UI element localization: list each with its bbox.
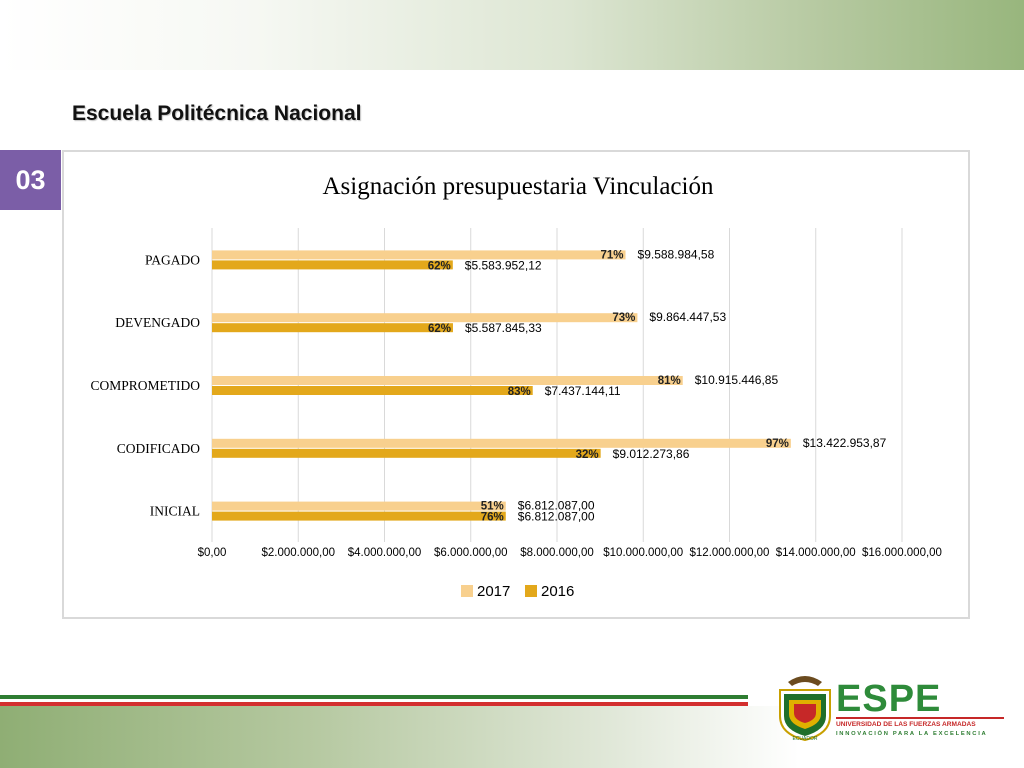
- chart-frame: Asignación presupuestaria Vinculación $0,…: [62, 150, 970, 619]
- value-label-2017: $9.864.447,53: [649, 310, 726, 324]
- bar-2017: [212, 313, 638, 323]
- pct-label-2016: 32%: [576, 449, 599, 461]
- chart-title: Asignación presupuestaria Vinculación: [323, 173, 714, 200]
- bar-chart: Asignación presupuestaria Vinculación $0,…: [90, 173, 942, 600]
- value-label-2016: $9.012.273,86: [613, 447, 690, 461]
- value-label-2016: $5.583.952,12: [465, 258, 542, 272]
- value-label-2017: $9.588.984,58: [638, 247, 715, 261]
- pct-label-2016: 83%: [508, 386, 531, 398]
- x-tick-label: $12.000.000,00: [690, 547, 770, 559]
- espe-wordmark: ESPE: [836, 678, 941, 720]
- pct-label-2017: 97%: [766, 438, 789, 450]
- bar-2016: [212, 386, 533, 395]
- bar-2016: [212, 448, 601, 458]
- value-label-2016: $6.812.087,00: [518, 510, 595, 524]
- logo-underline: [836, 717, 1004, 719]
- bar-2017: [212, 501, 506, 511]
- legend-label-2016: 2016: [541, 583, 574, 600]
- footer-stripe-red: [0, 702, 748, 706]
- bar-2016: [212, 323, 453, 333]
- legend-swatch-2017: [461, 585, 473, 597]
- pct-label-2016: 76%: [481, 512, 504, 524]
- pct-label-2017: 51%: [481, 501, 504, 513]
- footer-gradient-band: [0, 706, 1024, 768]
- legend-label-2017: 2017: [477, 583, 510, 600]
- bar-2017: [212, 376, 683, 385]
- x-tick-label: $14.000.000,00: [776, 547, 856, 559]
- x-tick-label: $10.000.000,00: [603, 547, 683, 559]
- legend-swatch-2016: [525, 585, 537, 597]
- logo-subtitle: UNIVERSIDAD DE LAS FUERZAS ARMADAS: [836, 721, 976, 728]
- value-label-2016: $5.587.845,33: [465, 321, 542, 335]
- pct-label-2017: 81%: [658, 375, 681, 387]
- value-label-2016: $7.437.144,11: [545, 384, 621, 398]
- institution-title: Escuela Politécnica Nacional: [72, 102, 362, 125]
- espe-logo: ECUADOR ESPE UNIVERSIDAD DE LAS FUERZAS …: [779, 676, 1004, 742]
- header-gradient-band: [0, 0, 1024, 70]
- bar-2016: [212, 511, 506, 521]
- x-tick-label: $8.000.000,00: [520, 547, 594, 559]
- x-tick-label: $2.000.000,00: [261, 547, 335, 559]
- y-category-label: PAGADO: [145, 252, 200, 267]
- bar-2017: [212, 250, 626, 260]
- y-category-label: CODIFICADO: [117, 441, 201, 456]
- value-label-2017: $13.422.953,87: [803, 436, 887, 450]
- slide-number-badge: 03: [0, 150, 61, 210]
- crest-caption: ECUADOR: [792, 736, 817, 742]
- bar-2016: [212, 260, 453, 270]
- bar-2017: [212, 438, 791, 448]
- pct-label-2016: 62%: [428, 260, 451, 272]
- pct-label-2017: 71%: [600, 249, 623, 261]
- y-category-label: COMPROMETIDO: [90, 378, 200, 393]
- value-label-2017: $10.915.446,85: [695, 373, 779, 387]
- pct-label-2017: 73%: [612, 312, 635, 324]
- y-category-label: INICIAL: [150, 504, 200, 519]
- pct-label-2016: 62%: [428, 323, 451, 335]
- y-category-label: DEVENGADO: [115, 315, 200, 330]
- x-tick-label: $4.000.000,00: [348, 547, 422, 559]
- footer-stripe-green: [0, 695, 748, 699]
- x-tick-label: $0,00: [198, 547, 227, 559]
- espe-crest-icon: ECUADOR: [779, 676, 831, 742]
- logo-tagline: INNOVACIÓN PARA LA EXCELENCIA: [836, 729, 987, 737]
- x-tick-label: $6.000.000,00: [434, 547, 508, 559]
- footer-stripe-white: [0, 699, 748, 702]
- value-label-2017: $6.812.087,00: [518, 499, 595, 513]
- x-tick-label: $16.000.000,00: [862, 547, 942, 559]
